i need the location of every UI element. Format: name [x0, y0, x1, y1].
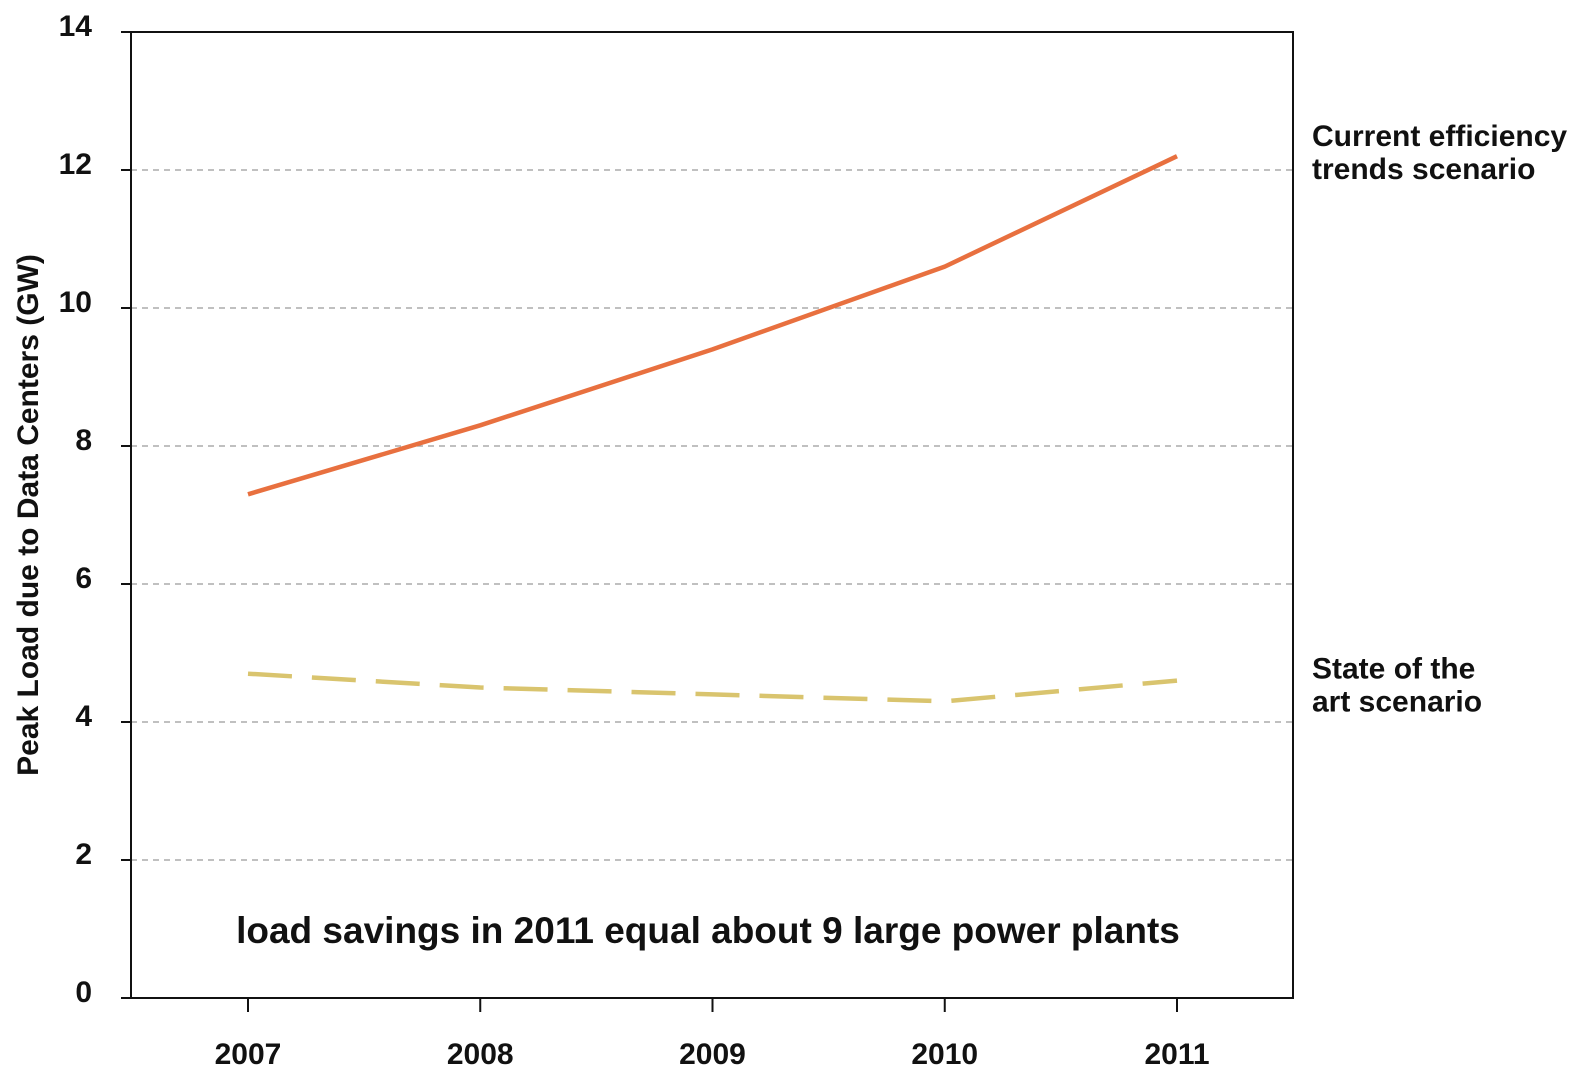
- x-tick-label: 2010: [911, 1038, 978, 1071]
- series-line-state-of-the-art: [247, 671, 1178, 704]
- x-tick-label: 2011: [1144, 1038, 1209, 1071]
- x-tick-label: 2009: [679, 1038, 746, 1071]
- plot-frame: [130, 31, 1294, 999]
- y-tick-label: 6: [75, 562, 92, 595]
- series-lines: [247, 154, 1178, 704]
- y-tick-label: 8: [75, 424, 92, 457]
- y-tick-label: 2: [75, 838, 92, 871]
- gridlines: [121, 31, 1293, 999]
- x-tick-marks: [247, 998, 1178, 1012]
- y-tick-label: 0: [75, 976, 92, 1009]
- series-label: State of the: [1312, 653, 1475, 686]
- y-tick-label: 14: [59, 10, 93, 43]
- y-axis-label: Peak Load due to Data Centers (GW): [12, 254, 45, 776]
- x-tick-label: 2008: [447, 1038, 514, 1071]
- series-label: trends scenario: [1312, 153, 1535, 186]
- y-tick-labels: 0 2 4 6 8 10 12 14: [59, 10, 93, 1009]
- series-line-current-trends: [247, 154, 1178, 497]
- x-tick-labels: 2007 2008 2009 2010 2011: [215, 1038, 1210, 1071]
- series-label: art scenario: [1312, 686, 1482, 719]
- y-tick-label: 12: [59, 148, 92, 181]
- chart-annotation: load savings in 2011 equal about 9 large…: [236, 910, 1180, 951]
- series-label: Current efficiency: [1312, 120, 1567, 153]
- x-tick-label: 2007: [215, 1038, 282, 1071]
- y-tick-label: 10: [59, 286, 92, 319]
- y-tick-label: 4: [75, 700, 92, 733]
